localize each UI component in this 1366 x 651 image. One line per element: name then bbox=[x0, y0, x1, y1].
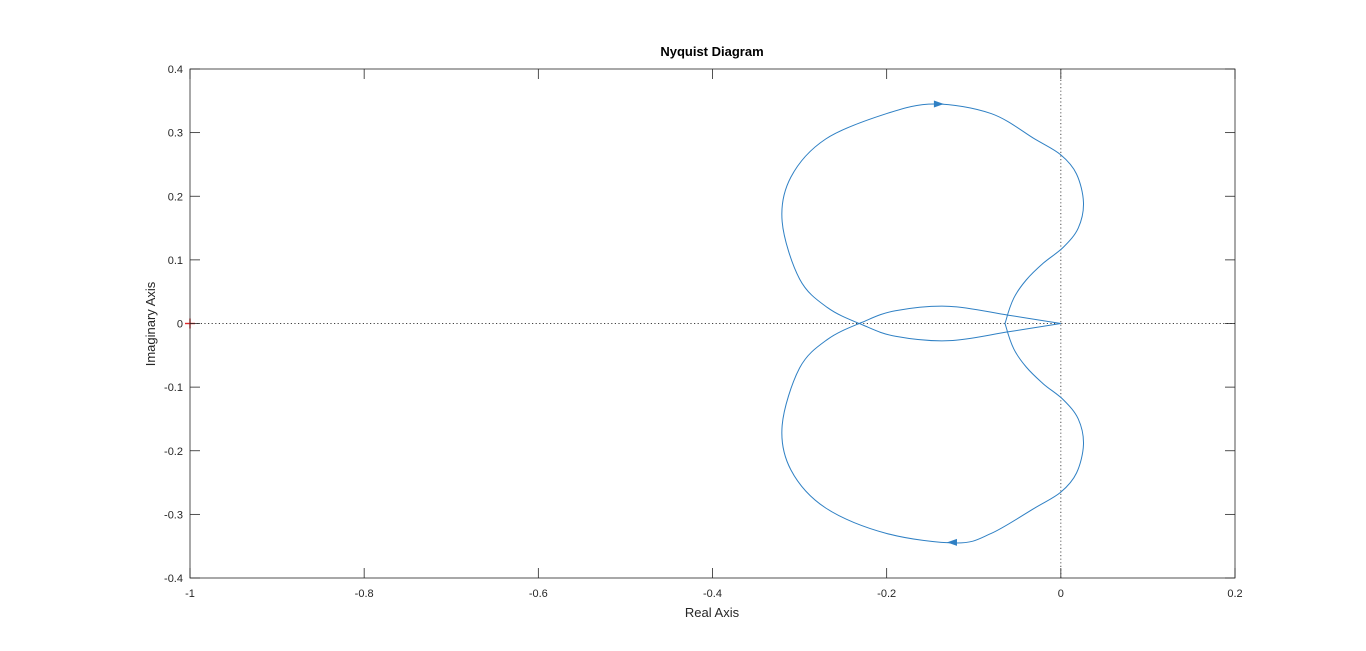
nyquist-curve-0 bbox=[781, 103, 1084, 544]
x-tick-label: 0.2 bbox=[1227, 588, 1242, 600]
x-tick-label: -0.8 bbox=[355, 588, 374, 600]
axis-ticks bbox=[189, 68, 1236, 579]
y-tick-label: 0.3 bbox=[168, 128, 183, 140]
x-tick-label: -1 bbox=[185, 588, 195, 600]
x-tick-label: -0.6 bbox=[529, 588, 548, 600]
x-tick-label: -0.2 bbox=[877, 588, 896, 600]
y-tick-label: 0.1 bbox=[168, 255, 183, 267]
y-tick-label: 0.4 bbox=[168, 64, 183, 76]
y-tick-label: 0 bbox=[177, 319, 183, 331]
x-axis-label: Real Axis bbox=[685, 605, 740, 620]
y-tick-labels: -0.4 -0.3 -0.2 -0.1 0 0.1 0.2 0.3 0.4 bbox=[164, 64, 183, 585]
direction-arrow-1 bbox=[946, 538, 957, 546]
y-tick-label: 0.2 bbox=[168, 191, 183, 203]
x-tick-label: 0 bbox=[1058, 588, 1064, 600]
nyquist-curve-layer bbox=[781, 103, 1084, 544]
y-tick-label: -0.1 bbox=[164, 382, 183, 394]
x-tick-label: -0.4 bbox=[703, 588, 722, 600]
y-tick-label: -0.2 bbox=[164, 446, 183, 458]
reference-lines bbox=[190, 69, 1235, 578]
y-axis-label: Imaginary Axis bbox=[143, 281, 158, 366]
chart-title: Nyquist Diagram bbox=[660, 44, 763, 59]
x-tick-labels: -1 -0.8 -0.6 -0.4 -0.2 0 0.2 bbox=[185, 588, 1243, 600]
y-tick-label: -0.3 bbox=[164, 509, 183, 521]
y-tick-label: -0.4 bbox=[164, 573, 183, 585]
direction-arrows bbox=[933, 100, 957, 546]
direction-arrow-0 bbox=[933, 100, 944, 108]
